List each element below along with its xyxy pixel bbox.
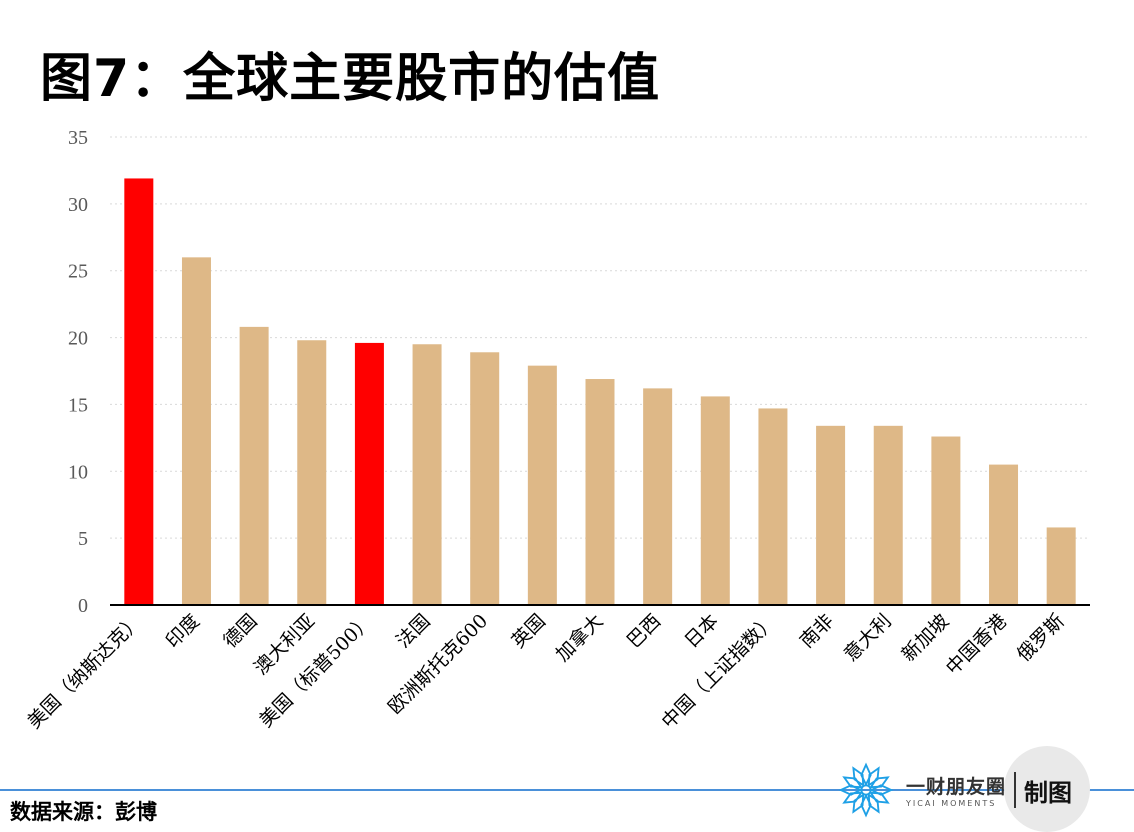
x-tick-label: 美国（纳斯达克）: [23, 610, 146, 733]
y-tick-label: 15: [68, 394, 88, 416]
x-tick-label: 俄罗斯: [1013, 610, 1069, 666]
x-tick-label: 南非: [796, 610, 838, 652]
bar: [643, 388, 673, 605]
bar: [989, 464, 1019, 605]
bar: [412, 344, 442, 605]
snowflake-icon: [838, 762, 894, 818]
brand-name: 一财朋友圈: [906, 776, 1007, 798]
y-tick-label: 5: [78, 528, 88, 550]
y-axis: 0 5 10 15 20 25 30 35: [68, 127, 88, 617]
bar: [758, 408, 788, 605]
bar: [181, 257, 211, 605]
bar: [1046, 527, 1076, 605]
y-tick-label: 30: [68, 194, 88, 216]
bar: [873, 425, 903, 605]
bar: [931, 436, 961, 605]
bar: [354, 342, 384, 605]
footer-divider: [0, 789, 1134, 791]
x-tick-label: 日本: [680, 610, 722, 652]
x-tick-label: 意大利: [840, 610, 896, 666]
brand-badge-circle: [1004, 746, 1090, 832]
bar: [239, 326, 269, 605]
x-tick-label: 中国香港: [942, 610, 1011, 679]
x-tick-label: 巴西: [623, 610, 665, 652]
y-tick-label: 10: [68, 461, 88, 483]
y-tick-label: 20: [68, 328, 88, 350]
bar: [700, 396, 730, 605]
x-tick-label: 欧洲斯托克600: [384, 610, 492, 718]
bar: [124, 178, 154, 606]
y-tick-label: 25: [68, 261, 88, 283]
x-tick-label: 法国: [392, 610, 434, 652]
bar: [585, 379, 615, 605]
bars: [124, 178, 1076, 606]
bar: [297, 340, 327, 605]
data-source: 数据来源：彭博: [10, 800, 157, 824]
x-tick-label: 加拿大: [551, 609, 608, 666]
y-tick-label: 0: [78, 595, 88, 617]
bar: [527, 365, 557, 605]
brand-mark: 一财朋友圈 YICAI MOMENTS 制图: [838, 762, 1098, 818]
x-tick-label: 印度: [162, 610, 204, 652]
bar: [470, 352, 500, 605]
bar: [816, 425, 846, 605]
y-tick-label: 35: [68, 127, 88, 149]
brand-english: YICAI MOMENTS: [906, 799, 997, 808]
brand-suffix: 制图: [1024, 778, 1073, 807]
brand-separator: [1014, 772, 1017, 808]
x-tick-label: 德国: [219, 610, 261, 652]
x-tick-label: 新加坡: [898, 610, 954, 666]
x-tick-label: 英国: [507, 610, 549, 652]
chart-title: 图7：全球主要股市的估值: [40, 49, 661, 109]
